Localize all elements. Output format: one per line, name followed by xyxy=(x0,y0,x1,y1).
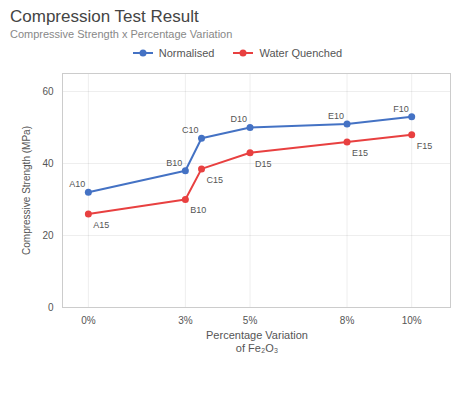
svg-text:5%: 5% xyxy=(243,315,258,326)
svg-text:C15: C15 xyxy=(207,175,224,185)
svg-text:D10: D10 xyxy=(231,114,248,124)
svg-text:F10: F10 xyxy=(393,104,409,114)
html-text:Percentage Variation: Percentage Variation xyxy=(206,329,308,341)
html-text:Compression Test Result: Compression Test Result xyxy=(10,7,199,26)
html-text:Normalised: Normalised xyxy=(158,47,215,59)
svg-text:10%: 10% xyxy=(402,315,422,326)
svg-text:Compressive Strength (MPa): Compressive Strength (MPa) xyxy=(21,126,32,255)
svg-text:B10: B10 xyxy=(166,158,182,168)
svg-text:0: 0 xyxy=(48,302,54,313)
svg-text:C10: C10 xyxy=(182,125,199,135)
svg-text:3%: 3% xyxy=(178,315,193,326)
svg-text:40: 40 xyxy=(42,158,54,169)
svg-text:A15: A15 xyxy=(93,220,109,230)
svg-text:D15: D15 xyxy=(255,159,272,169)
svg-text:0%: 0% xyxy=(81,315,96,326)
svg-text:B10: B10 xyxy=(190,205,206,215)
svg-text:A10: A10 xyxy=(69,179,85,189)
html-text:Compressive Strength x Percent: Compressive Strength x Percentage Variat… xyxy=(10,28,233,40)
svg-text:20: 20 xyxy=(42,230,54,241)
svg-text:F15: F15 xyxy=(417,141,433,151)
svg-text:E15: E15 xyxy=(352,148,368,158)
html-text:Water Quenched: Water Quenched xyxy=(259,47,343,59)
html-text:of Fe₂O₃: of Fe₂O₃ xyxy=(235,342,279,354)
svg-text:8%: 8% xyxy=(340,315,355,326)
svg-text:60: 60 xyxy=(42,86,54,97)
svg-text:E10: E10 xyxy=(328,111,344,121)
